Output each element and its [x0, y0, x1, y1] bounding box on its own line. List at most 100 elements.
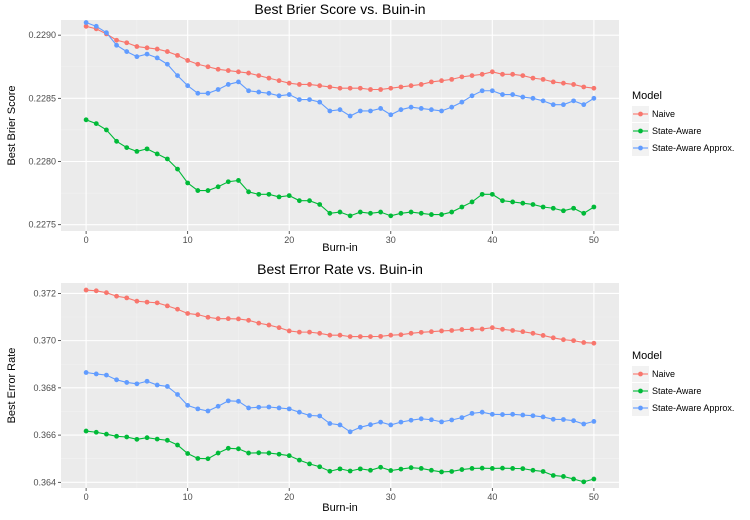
- data-point: [510, 465, 516, 471]
- x-tick-label: 20: [284, 492, 294, 502]
- data-point: [347, 468, 353, 474]
- data-point: [337, 422, 343, 428]
- data-point: [256, 450, 262, 456]
- data-point: [164, 303, 170, 309]
- data-point: [256, 320, 262, 326]
- data-point: [378, 87, 384, 92]
- data-point: [408, 465, 414, 471]
- data-point: [337, 209, 343, 215]
- data-point: [571, 98, 576, 104]
- legend-key-point: [638, 371, 643, 377]
- data-point: [388, 85, 394, 91]
- data-point: [500, 198, 505, 204]
- data-point: [408, 209, 414, 215]
- data-point: [418, 106, 424, 111]
- x-tick-label: 20: [284, 235, 294, 245]
- data-point: [378, 333, 384, 339]
- data-point: [185, 451, 191, 456]
- data-point: [418, 329, 424, 335]
- data-point: [540, 469, 546, 474]
- data-point: [205, 314, 211, 320]
- x-tick-label: 10: [183, 235, 193, 245]
- data-point: [266, 191, 272, 197]
- data-point: [286, 328, 292, 334]
- data-point: [256, 404, 262, 410]
- data-point: [581, 479, 587, 485]
- data-point: [489, 88, 495, 94]
- data-point: [296, 409, 302, 415]
- data-point: [469, 465, 475, 471]
- data-point: [540, 76, 546, 82]
- data-point: [561, 80, 566, 86]
- data-point: [327, 84, 333, 90]
- data-point: [276, 451, 282, 457]
- legend-label: State-Aware Approx.: [652, 143, 734, 153]
- legend-title: Model: [632, 350, 662, 362]
- data-point: [429, 212, 434, 217]
- data-point: [368, 87, 373, 92]
- data-point: [215, 316, 221, 322]
- data-point: [83, 428, 89, 434]
- data-point: [175, 73, 180, 78]
- data-point: [449, 328, 455, 333]
- data-point: [561, 474, 566, 479]
- data-point: [479, 71, 485, 77]
- data-point: [104, 127, 109, 133]
- y-tick-label: 0.2285: [28, 93, 56, 103]
- data-point: [215, 403, 221, 409]
- data-point: [104, 290, 109, 296]
- data-point: [429, 329, 434, 335]
- data-point: [418, 465, 424, 471]
- data-point: [510, 411, 516, 417]
- data-point: [164, 49, 170, 54]
- data-point: [449, 104, 455, 110]
- data-point: [540, 414, 546, 420]
- data-point: [134, 54, 140, 60]
- data-point: [296, 82, 302, 87]
- data-point: [449, 209, 455, 215]
- data-point: [175, 392, 180, 397]
- series-state-aware-approx: [83, 20, 597, 119]
- data-point: [124, 434, 130, 440]
- data-point: [307, 461, 312, 467]
- data-point: [398, 466, 404, 472]
- data-point: [469, 199, 475, 205]
- data-point: [317, 83, 323, 89]
- minor-gridlines: [61, 20, 619, 231]
- data-point: [408, 330, 414, 336]
- data-point: [591, 418, 597, 424]
- data-point: [296, 97, 302, 102]
- data-point: [246, 405, 251, 411]
- data-point: [378, 106, 384, 111]
- data-point: [571, 476, 576, 482]
- data-point: [144, 378, 150, 384]
- data-point: [246, 450, 251, 456]
- data-point: [357, 85, 363, 91]
- data-point: [164, 61, 170, 67]
- data-point: [398, 419, 404, 425]
- y-tick-label: 0.2290: [28, 30, 56, 40]
- data-point: [479, 409, 485, 415]
- series-state-aware: [83, 428, 597, 485]
- data-point: [439, 328, 444, 334]
- data-point: [347, 85, 353, 91]
- legend-key-point: [638, 388, 643, 394]
- data-point: [479, 465, 485, 471]
- data-point: [581, 102, 587, 108]
- y-tick-label: 0.368: [33, 383, 56, 393]
- data-point: [489, 191, 495, 197]
- x-tick-label: 40: [487, 492, 497, 502]
- data-point: [195, 188, 201, 193]
- data-point: [83, 287, 89, 293]
- data-point: [398, 84, 404, 90]
- data-point: [459, 99, 465, 105]
- data-point: [378, 209, 384, 215]
- data-point: [479, 191, 485, 197]
- chart-title: Best Error Rate vs. Buin-in: [257, 261, 423, 277]
- data-point: [195, 406, 201, 412]
- data-point: [408, 417, 414, 423]
- data-point: [327, 421, 333, 426]
- data-point: [246, 189, 251, 195]
- data-point: [93, 429, 99, 435]
- data-point: [337, 332, 343, 338]
